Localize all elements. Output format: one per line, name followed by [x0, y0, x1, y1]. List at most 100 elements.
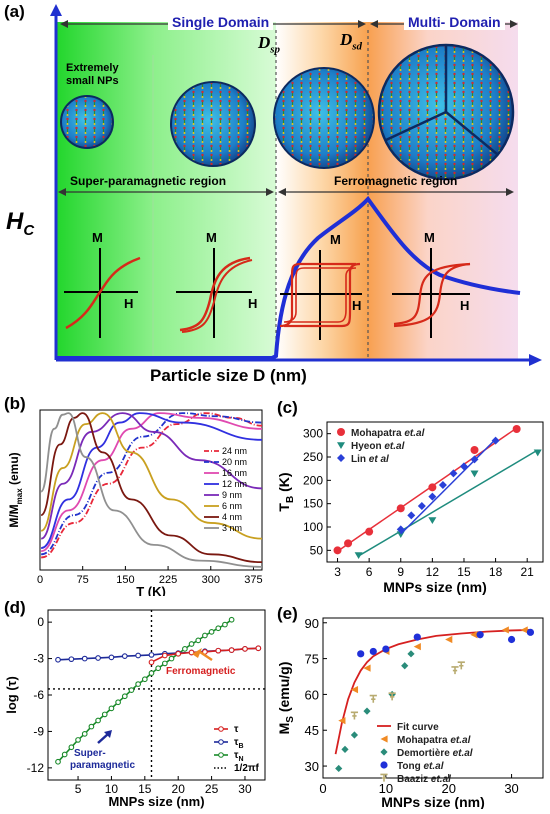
series-point-d	[141, 676, 148, 683]
data-point-c	[333, 546, 342, 555]
superparamagnetic-annotation-2: paramagnetic	[70, 760, 135, 771]
x-tick-label-b: 150	[116, 574, 134, 586]
legend-label-italic-e: et.al	[423, 761, 443, 772]
legend-label-b: 20 nm	[222, 457, 247, 467]
data-point-e	[401, 662, 409, 670]
series-line-b-4nm	[40, 412, 263, 564]
data-point-c	[354, 552, 363, 559]
data-point-e	[407, 650, 415, 658]
x-tick-label-e: 10	[379, 781, 393, 796]
series-point-d	[68, 656, 75, 663]
ferro-arrow	[192, 648, 202, 658]
y-tick-label-d: -12	[27, 761, 45, 775]
data-point-e	[457, 661, 465, 670]
legend-label-b: 12 nm	[222, 479, 247, 489]
panel-e: (e) 0 10 20 30 30 45 60 75 90 MNPs size (nm) MS (e…	[275, 598, 550, 810]
particle-size-axis-label: Particle size D (nm)	[150, 366, 307, 385]
y-label-part-e-2: (emu/g)	[276, 662, 292, 716]
data-point-e	[476, 631, 484, 639]
data-point-e-stroke	[451, 666, 459, 675]
y-label-unit-b: (emu)	[7, 452, 21, 488]
legend-label-e: Baaziz et.al	[397, 774, 451, 785]
series-point-d	[242, 646, 248, 652]
x-tick-label-c: 18	[489, 565, 503, 579]
dsd-label: Dsd	[340, 30, 363, 53]
x-axis-label-b: T (K)	[136, 584, 166, 596]
fit-line-c	[358, 449, 539, 557]
legend-marker-d	[218, 726, 224, 732]
dsp-label: Dsp	[258, 33, 281, 56]
series-point-d	[182, 646, 188, 652]
superpara-region-label: Super-paramagnetic region	[70, 174, 227, 188]
data-point-c	[533, 449, 542, 457]
h-label-4: H	[460, 298, 470, 313]
y-label-part-e-1: S	[285, 716, 296, 723]
data-point-c	[512, 425, 521, 433]
legend-marker-c	[337, 428, 345, 436]
data-point-c	[470, 446, 479, 454]
np-note: Extremely small NPs	[66, 62, 119, 87]
series-point-d	[108, 705, 115, 712]
series-line-b-6nm	[40, 412, 263, 540]
series-point-d	[148, 670, 155, 676]
legend-label-sub-d: N	[238, 756, 243, 763]
single-domain-title: Single Domain	[168, 14, 274, 30]
y-tick-label-e: 90	[305, 616, 319, 631]
legend-label-b: 3 nm	[222, 523, 242, 533]
data-point-e-stroke	[457, 661, 465, 670]
series-point-d	[108, 654, 115, 661]
x-tick-label-b: 0	[37, 574, 43, 586]
m-label-3: M	[330, 232, 341, 247]
y-tick-label-e: 60	[305, 687, 319, 702]
ferro-region-label: Ferromagnetic region	[334, 174, 458, 188]
loop-superpara-2	[176, 248, 253, 338]
series-point-d	[148, 652, 155, 658]
x-tick-label-c: 3	[334, 565, 341, 579]
loop-superpara-1	[64, 248, 141, 338]
data-point-c	[407, 511, 416, 520]
y-tick-label-c: 200	[303, 473, 323, 487]
data-point-c	[459, 462, 468, 471]
x-tick-label-e: 20	[441, 781, 455, 796]
legend-label-b: 24 nm	[222, 446, 247, 456]
legend-label-italic-e: et.al	[431, 774, 451, 785]
x-tick-label-b: 375	[244, 574, 262, 586]
series-point-d	[95, 655, 101, 661]
fit-line-c	[400, 438, 497, 535]
y-tick-label-c: 300	[303, 427, 323, 441]
data-point-c	[428, 492, 437, 501]
legend-marker-d	[218, 752, 224, 758]
y-tick-label-c: 150	[303, 497, 323, 511]
data-point-e-stroke	[369, 694, 377, 703]
data-point-c	[438, 481, 447, 489]
data-point-e	[350, 686, 359, 694]
panel-b: (b) 0 75 150 225 300 375 T (K) M/Mmax (emu) 24 n…	[0, 394, 275, 599]
y-tick-label-e: 75	[305, 652, 319, 667]
series-point-d	[55, 758, 61, 765]
legend-marker-e	[380, 735, 388, 743]
series-point-d	[75, 737, 81, 743]
data-point-e	[382, 645, 390, 653]
x-tick-label-b: 75	[77, 574, 89, 586]
data-point-e	[357, 650, 365, 658]
superparamagnetic-annotation-1: Super-	[74, 748, 106, 759]
superpara-arrow-shaft	[97, 733, 109, 744]
legend-label-sub-d: B	[238, 743, 243, 750]
series-point-d	[128, 687, 135, 693]
series-line-b-3nm	[40, 412, 263, 568]
m-label-1: M	[92, 230, 103, 245]
nanoparticle-small	[60, 95, 114, 149]
series-point-d	[135, 681, 141, 687]
series-point-d	[101, 711, 108, 718]
legend-label-b: 9 nm	[222, 490, 242, 500]
series-point-d	[115, 699, 121, 706]
plot-frame-c	[326, 421, 544, 563]
legend-label-italic-c: et.al	[404, 428, 424, 439]
data-point-e	[413, 643, 421, 651]
legend-label-italic-e: et.al	[453, 748, 473, 759]
series-line-b-12nm	[40, 412, 263, 549]
series-point-d	[228, 616, 235, 623]
chart-b: 0 75 150 225 300 375 T (K) M/Mmax (emu) 24 nm20 …	[7, 409, 263, 599]
legend-label-c: Hyeon et.al	[351, 441, 405, 452]
loop-multidomain	[392, 248, 471, 338]
